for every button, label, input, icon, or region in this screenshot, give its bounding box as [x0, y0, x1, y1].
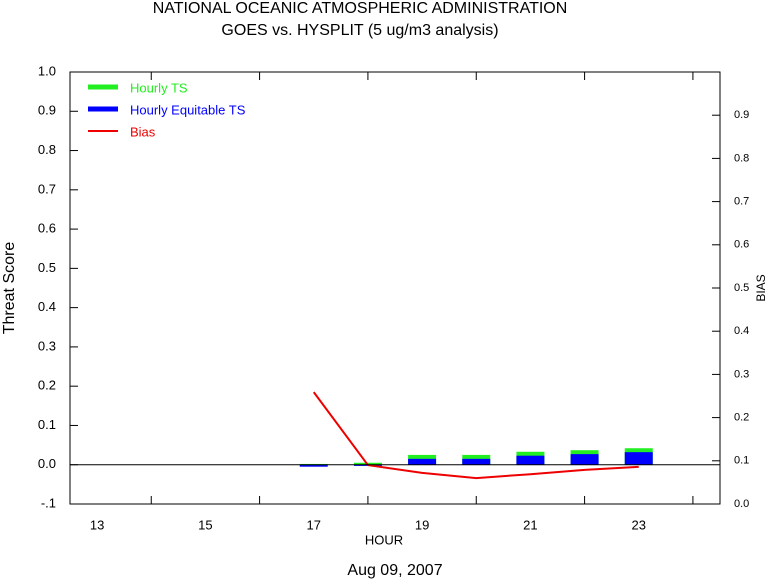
bar: [624, 452, 653, 465]
y-tick-label: 1.0: [38, 63, 56, 78]
x-tick-label: 13: [90, 517, 104, 532]
bar: [408, 458, 437, 465]
date-label: Aug 09, 2007: [347, 562, 442, 579]
y2-tick-label: 0.6: [734, 239, 749, 251]
y2-tick-label: 0.1: [734, 455, 749, 467]
y-tick-label: 0.4: [38, 299, 56, 314]
x-tick-label: 15: [198, 517, 212, 532]
x-tick-label: 23: [632, 517, 646, 532]
bar: [516, 455, 545, 465]
y2-tick-label: 0.8: [734, 152, 749, 164]
y2-tick-label: 0.0: [734, 498, 749, 510]
y2-tick-label: 0.2: [734, 412, 749, 424]
y-axis-label: Threat Score: [1, 242, 18, 335]
y-tick-label: 0.5: [38, 260, 56, 275]
y-tick-label: 0.6: [38, 221, 56, 236]
y-tick-label: 0.0: [38, 456, 56, 471]
y2-tick-label: 0.7: [734, 196, 749, 208]
y-tick-label: 0.1: [38, 417, 56, 432]
legend-label: Bias: [130, 124, 156, 139]
y-tick-label: 0.7: [38, 181, 56, 196]
plot-frame: [69, 71, 721, 505]
x-axis-label: HOUR: [365, 532, 403, 547]
y2-tick-label: 0.3: [734, 368, 749, 380]
legend-label: Hourly Equitable TS: [130, 102, 246, 117]
legend-label: Hourly TS: [130, 80, 188, 95]
y2-tick-label: 0.9: [734, 109, 749, 121]
y-tick-label: 0.2: [38, 378, 56, 393]
bar: [462, 458, 491, 465]
x-tick-label: 17: [307, 517, 321, 532]
y2-tick-label: 0.4: [734, 325, 749, 337]
x-tick-label: 21: [523, 517, 537, 532]
y-tick-label: 0.8: [38, 142, 56, 157]
y2-tick-label: 0.5: [734, 282, 749, 294]
y-tick-label: 0.9: [38, 103, 56, 118]
chart-title: NATIONAL OCEANIC ATMOSPHERIC ADMINISTRAT…: [153, 0, 568, 17]
bar: [570, 454, 599, 465]
y-tick-label: -.1: [41, 495, 56, 510]
chart-subtitle: GOES vs. HYSPLIT (5 ug/m3 analysis): [221, 22, 498, 39]
bar: [299, 464, 328, 467]
y-tick-label: 0.3: [38, 338, 56, 353]
x-tick-label: 19: [415, 517, 429, 532]
y2-axis-label: BIAS: [754, 274, 767, 301]
